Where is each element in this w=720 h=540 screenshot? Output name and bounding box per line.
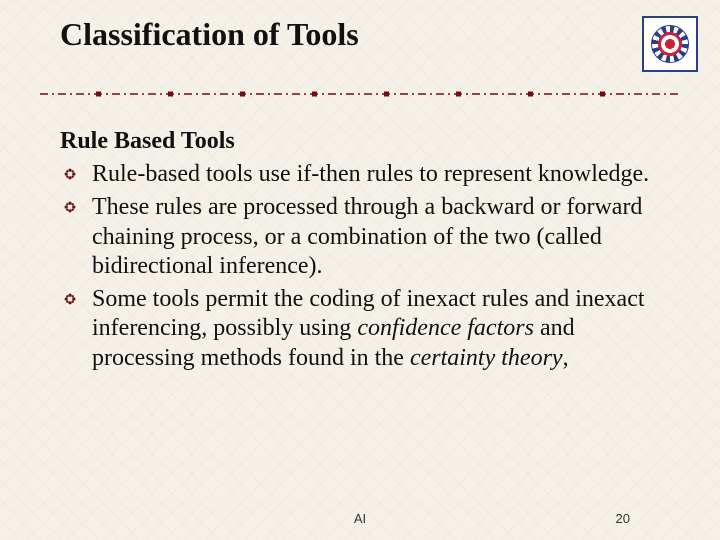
list-item: Rule-based tools use if-then rules to re… (64, 160, 666, 189)
flower-bullet-icon (64, 293, 76, 305)
page-number: 20 (616, 511, 630, 526)
section-subtitle: Rule Based Tools (60, 128, 235, 155)
list-item: Some tools permit the coding of inexact … (64, 285, 666, 373)
gear-icon (651, 25, 689, 63)
title-divider (40, 90, 680, 98)
slide-title: Classification of Tools (60, 16, 630, 53)
footer-center-label: AI (0, 511, 720, 526)
bullet-text: Rule-based tools use if-then rules to re… (92, 161, 649, 187)
bullet-text: These rules are processed through a back… (92, 194, 642, 279)
flower-bullet-icon (64, 168, 76, 180)
bullet-text: Some tools permit the coding of inexact … (92, 286, 645, 371)
slide: Classification of Tools Rule Based Tools (0, 0, 720, 540)
bullet-list: Rule-based tools use if-then rules to re… (64, 160, 666, 377)
flower-bullet-icon (64, 201, 76, 213)
list-item: These rules are processed through a back… (64, 193, 666, 281)
institution-logo (642, 16, 698, 72)
